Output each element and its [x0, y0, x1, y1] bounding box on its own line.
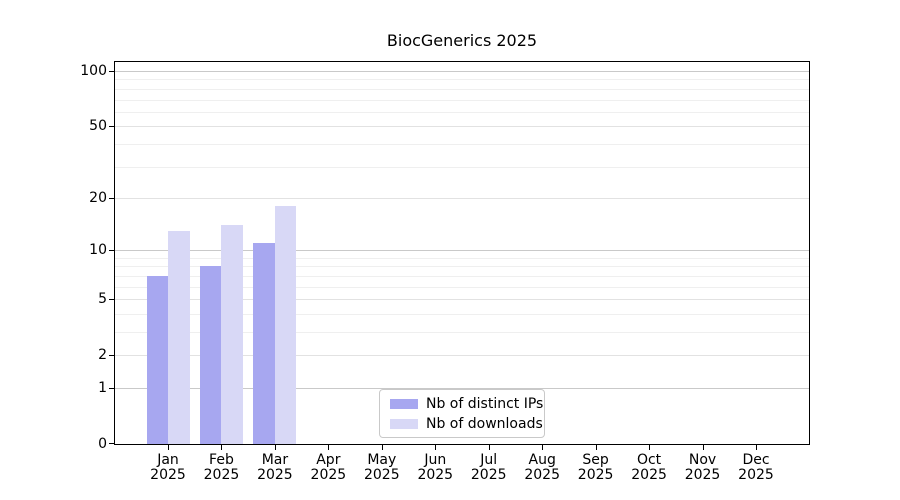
bar-distinct-ips: [253, 243, 275, 444]
x-axis-tick: [595, 445, 597, 450]
minor-gridline: [115, 143, 809, 145]
minor-gridline: [115, 79, 809, 81]
y-axis-tick: [109, 71, 114, 73]
major-gridline: [115, 71, 809, 73]
x-axis-tick: [381, 445, 383, 450]
minor-gridline: [115, 266, 809, 268]
x-axis-tick-label: Jun 2025: [417, 452, 454, 483]
bar-downloads: [168, 230, 190, 444]
y-axis-tick-label: 0: [98, 436, 107, 452]
x-axis-tick-label: Mar 2025: [257, 452, 293, 483]
minor-gridline: [115, 286, 809, 288]
x-axis-tick: [274, 445, 276, 450]
x-axis-tick-label: Oct 2025: [631, 452, 667, 483]
x-axis-tick: [542, 445, 544, 450]
minor-gridline: [115, 99, 809, 101]
y-axis-tick-label: 5: [98, 291, 107, 308]
legend-swatch-downloads-icon: [390, 418, 418, 429]
y-axis-tick: [109, 443, 114, 444]
minor-gridline: [115, 257, 809, 259]
y-axis-tick: [109, 387, 114, 389]
x-axis-tick-label: Aug 2025: [524, 452, 560, 483]
major-gridline: [115, 387, 809, 389]
major-gridline: [115, 250, 809, 252]
x-axis-tick: [649, 445, 651, 450]
major-gridline: [115, 355, 809, 357]
bar-downloads: [274, 206, 297, 444]
major-gridline: [115, 126, 809, 128]
x-axis-tick-label: Dec 2025: [738, 452, 774, 483]
plot-area: 0 1 2 5 10 20 50 100 Jan 2025 Feb 2025 Mar 2025 Apr…: [80, 61, 810, 483]
y-axis-tick-label: 1: [98, 379, 107, 396]
x-axis-tick-label: Jul 2025: [470, 452, 507, 483]
x-axis-tick: [702, 445, 704, 450]
y-axis-tick-label: 50: [89, 118, 107, 135]
x-axis-tick: [435, 445, 437, 450]
x-axis-tick-label: Feb 2025: [203, 452, 240, 483]
bar-distinct-ips: [146, 275, 168, 444]
x-axis-tick: [168, 445, 169, 450]
legend: Nb of distinct IPs Nb of downloads: [379, 389, 545, 438]
major-gridline: [115, 197, 809, 199]
y-axis-tick-label: 20: [89, 189, 107, 206]
y-axis-tick-label: 10: [89, 242, 107, 259]
y-axis-tick: [109, 355, 114, 357]
bar-downloads: [221, 225, 243, 444]
x-axis-tick: [488, 445, 490, 450]
minor-gridline: [115, 331, 809, 333]
x-axis-tick-label: May 2025: [363, 452, 400, 483]
legend-swatch-distinct-ips-icon: [390, 398, 418, 409]
x-axis-tick-label: Sep 2025: [577, 452, 614, 483]
x-axis-tick: [328, 445, 330, 450]
legend-label-distinct-ips: Nb of distinct IPs: [426, 395, 544, 412]
minor-gridline: [115, 111, 809, 113]
minor-gridline: [115, 313, 809, 315]
minor-gridline: [115, 88, 809, 90]
y-axis-tick-label: 2: [98, 347, 107, 364]
y-axis-tick: [109, 250, 114, 252]
y-axis-tick: [109, 299, 114, 301]
x-axis-tick: [221, 445, 223, 450]
x-axis-tick-label: Apr 2025: [310, 452, 347, 483]
legend-label-downloads: Nb of downloads: [426, 415, 543, 432]
bar-distinct-ips: [199, 266, 222, 444]
minor-gridline: [115, 275, 809, 277]
major-gridline: [115, 299, 809, 301]
x-axis-tick: [756, 445, 757, 450]
legend-item-downloads: Nb of downloads: [390, 416, 544, 432]
y-axis-tick-label: 100: [80, 63, 107, 80]
x-axis-tick-label: Nov 2025: [684, 452, 721, 483]
y-axis-tick: [109, 126, 114, 128]
minor-gridline: [115, 166, 809, 168]
y-axis-tick: [109, 197, 114, 199]
legend-item-distinct-ips: Nb of distinct IPs: [390, 396, 544, 412]
x-axis-tick-label: Jan 2025: [150, 452, 186, 483]
chart-title: BiocGenerics 2025: [386, 31, 538, 50]
